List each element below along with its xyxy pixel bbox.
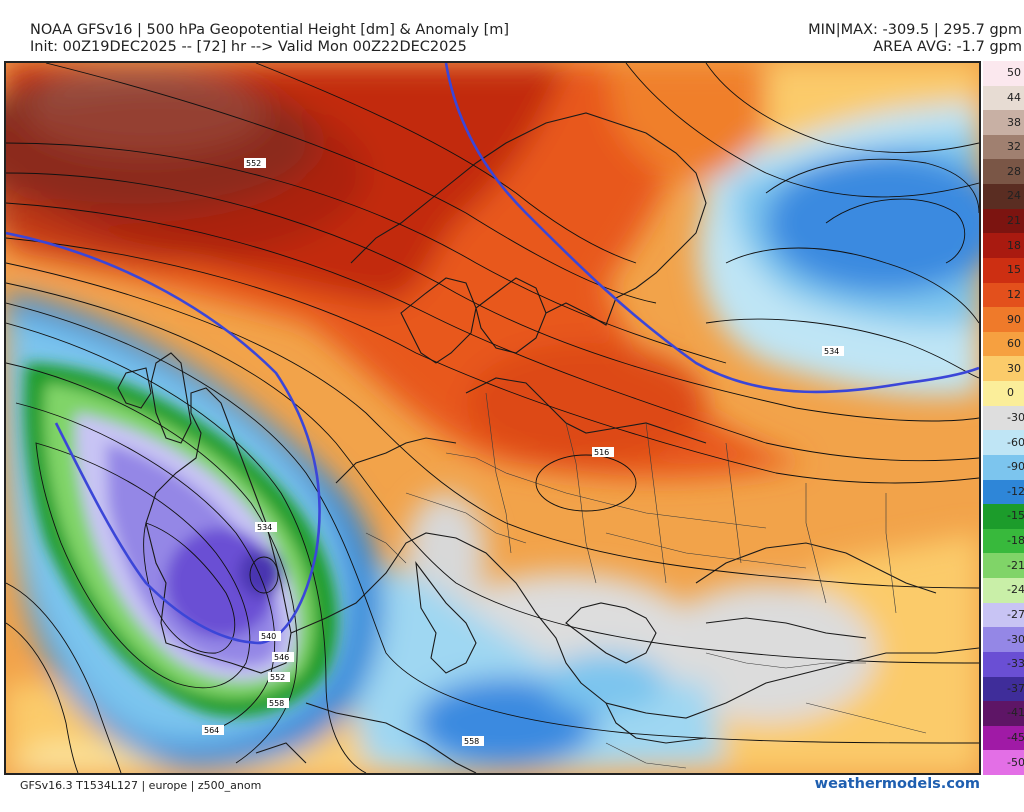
colorbar-label: 44 [1007,90,1021,104]
svg-text:558: 558 [269,699,284,708]
svg-text:516: 516 [594,448,609,457]
colorbar-swatch [983,528,1024,554]
colorbar-label: 15 [1007,263,1021,277]
contour-label: 558 [267,698,289,708]
colorbar-label: -45 [1007,731,1024,745]
map-title: NOAA GFSv16 | 500 hPa Geopotential Heigh… [30,22,510,38]
svg-text:558: 558 [464,737,479,746]
colorbar-swatch [983,578,1024,604]
colorbar-swatch [983,602,1024,628]
min-max-readout: MIN|MAX: -309.5 | 295.7 gpm [808,22,1022,38]
svg-text:564: 564 [204,726,219,735]
colorbar-label: 50 [1007,66,1021,80]
contour-label: 558 [462,736,484,746]
svg-text:546: 546 [274,653,289,662]
colorbar-swatch [983,307,1024,333]
colorbar-swatch [983,184,1024,210]
colorbar-label: 21 [1007,214,1021,228]
brand-link[interactable]: weathermodels.com [814,776,980,792]
colorbar-label: 60 [1007,337,1021,351]
colorbar-swatch [983,282,1024,308]
contour-label: 534 [822,346,844,356]
anomaly-fill [6,63,979,773]
colorbar-label: -15 [1007,509,1024,523]
contour-label: 540 [259,631,281,641]
colorbar-swatch [983,725,1024,751]
colorbar-swatch [983,454,1024,481]
colorbar-label: 24 [1007,189,1021,203]
colorbar-label: 30 [1007,361,1021,375]
model-info-footer: GFSv16.3 T1534L127 | europe | z500_anom [20,779,262,792]
colorbar-label: -37 [1007,681,1024,695]
colorbar-swatch [983,701,1024,727]
colorbar-label: -41 [1007,706,1024,720]
colorbar-label: -21 [1007,558,1024,572]
init-valid-time: Init: 00Z19DEC2025 -- [72] hr --> Valid … [30,39,467,55]
colorbar-label: -30 [1007,632,1024,646]
svg-text:540: 540 [261,632,276,641]
contour-label: 552 [268,672,290,682]
colorbar-swatch [983,233,1024,259]
anomaly-map: 552 534 516 534 540 546 552 558 564 558 [4,61,981,775]
colorbar-label: 38 [1007,115,1021,129]
colorbar-swatch [983,627,1024,653]
colorbar-swatch [983,331,1024,357]
coastlines [117,112,979,773]
colorbar-label: 0 [1007,386,1014,400]
colorbar-swatch [983,134,1024,160]
reference-contours [6,63,979,645]
colorbar-label: 18 [1007,238,1021,252]
colorbar-label: -12 [1007,484,1024,498]
colorbar-swatch [983,553,1024,579]
svg-text:534: 534 [824,347,839,356]
contour-labels: 552 534 516 534 540 546 552 558 564 558 [202,158,844,746]
area-average-readout: AREA AVG: -1.7 gpm [873,39,1022,55]
colorbar-label: 12 [1007,287,1021,301]
colorbar-swatch [983,381,1024,407]
colorbar-label: 32 [1007,140,1021,154]
contour-label: 564 [202,725,224,735]
colorbar-label: 90 [1007,312,1021,326]
colorbar-swatch [983,61,1024,87]
colorbar-swatch [983,208,1024,234]
svg-text:552: 552 [270,673,285,682]
colorbar-swatch [983,356,1024,382]
colorbar-swatch [983,750,1024,776]
colorbar-label: 28 [1007,164,1021,178]
contour-label: 534 [255,522,277,532]
colorbar-swatch [983,85,1024,111]
colorbar-label: -30 [1007,411,1024,424]
colorbar-label: -60 [1007,435,1024,449]
svg-text:534: 534 [257,523,272,532]
country-borders [365,392,927,769]
colorbar-label: -50 [1007,755,1024,769]
colorbar-swatch [983,110,1024,136]
colorbar-label: -24 [1007,583,1024,597]
colorbar-swatch [983,430,1024,456]
contour-label: 516 [592,447,614,457]
colorbar-label: -18 [1007,534,1024,548]
colorbar-swatch [983,405,1024,431]
contour-label: 546 [272,652,294,662]
colorbar-swatch [983,651,1024,677]
colorbar-label: -27 [1007,607,1024,621]
colorbar-swatch [983,676,1024,702]
colorbar-swatch [983,257,1024,284]
svg-text:552: 552 [246,159,261,168]
colorbar-label: -33 [1007,657,1024,671]
colorbar-swatch [983,479,1024,505]
colorbar-swatch [983,159,1024,185]
anomaly-colorbar: 50 44 38 32 28 24 21 18 15 12 90 60 30 0 -30 -60 -90 -12 -… [983,61,1024,776]
colorbar-swatch [983,504,1024,530]
colorbar-label: -90 [1007,460,1024,474]
contour-label: 552 [244,158,266,168]
height-contours [6,63,979,773]
